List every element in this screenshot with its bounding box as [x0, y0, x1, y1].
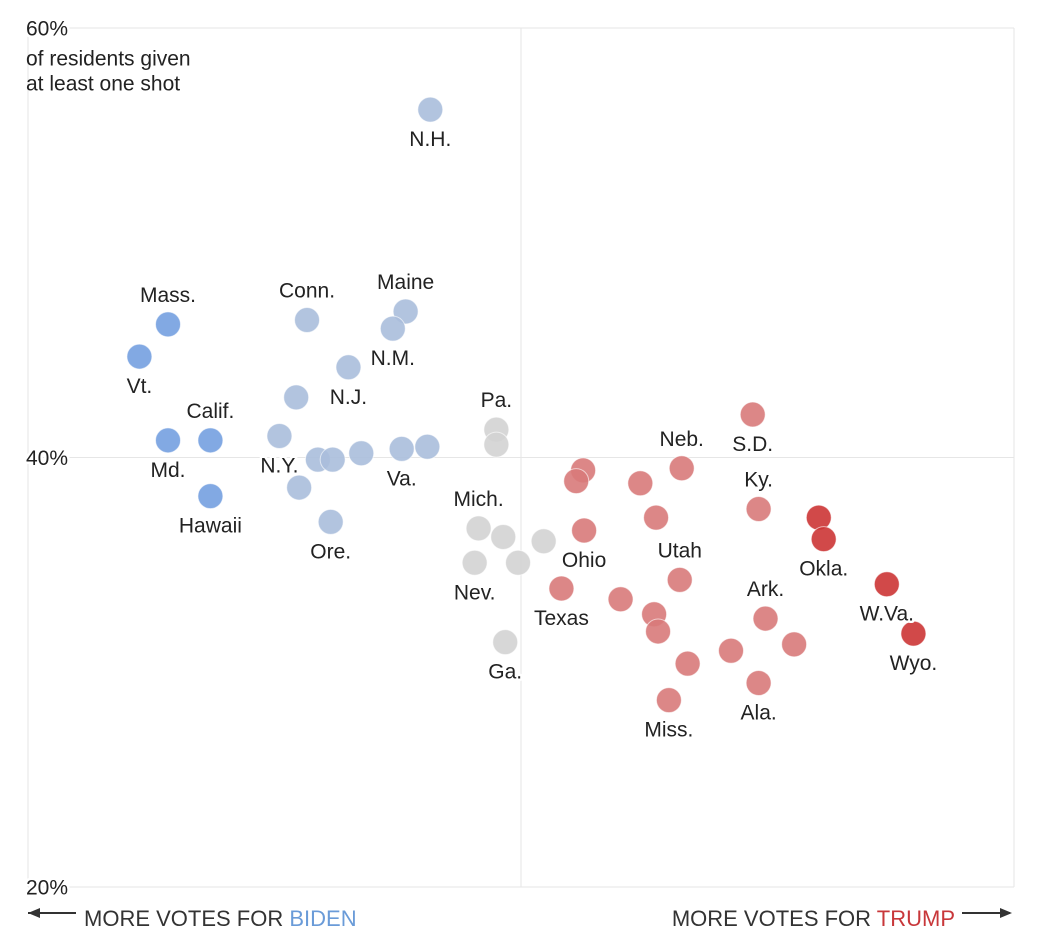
point-label: N.J. — [330, 386, 367, 409]
point-label: Pa. — [481, 389, 513, 412]
x-label-text: MORE VOTES FOR — [84, 906, 283, 931]
point — [805, 504, 832, 531]
point-label: Ark. — [747, 578, 784, 601]
point — [126, 343, 153, 370]
point — [745, 669, 772, 696]
point — [674, 650, 701, 677]
x-label-highlight: BIDEN — [289, 906, 356, 931]
left-arrow-head — [28, 908, 40, 918]
point — [379, 315, 406, 342]
point — [155, 311, 182, 338]
point-label: Md. — [151, 459, 186, 482]
point — [643, 504, 670, 531]
point-label: Va. — [387, 467, 417, 490]
point — [155, 427, 182, 454]
y-tick-label: 40% — [26, 447, 68, 470]
point-label: N.H. — [409, 128, 451, 151]
point — [490, 523, 517, 550]
point — [627, 470, 654, 497]
point — [483, 431, 510, 458]
point-label: Mich. — [454, 488, 504, 511]
point — [752, 605, 779, 632]
point — [655, 687, 682, 714]
point — [645, 618, 672, 645]
point — [388, 435, 415, 462]
point — [348, 440, 375, 467]
x-label-left: MORE VOTES FOR BIDEN — [84, 906, 357, 931]
point — [417, 96, 444, 123]
point-label: Okla. — [799, 558, 848, 581]
y-tick-label: 20% — [26, 877, 68, 900]
point-label: Calif. — [186, 400, 234, 423]
point — [607, 586, 634, 613]
point — [873, 571, 900, 598]
point — [294, 307, 321, 334]
point — [317, 508, 344, 535]
point — [668, 455, 695, 482]
point-label: Hawaii — [179, 515, 242, 538]
x-label-right: MORE VOTES FOR TRUMP — [672, 906, 955, 931]
point — [900, 620, 927, 647]
point-label: Miss. — [644, 719, 693, 742]
point — [563, 468, 590, 495]
point — [571, 517, 598, 544]
point-label: N.Y. — [260, 455, 298, 478]
point — [781, 631, 808, 658]
point-label: Ga. — [488, 661, 522, 684]
point — [197, 427, 224, 454]
point-label: Ohio — [562, 549, 606, 572]
point-label: Conn. — [279, 280, 335, 303]
point — [530, 528, 557, 555]
x-label-highlight: TRUMP — [877, 906, 955, 931]
y-axis-label: of residents given — [26, 48, 191, 71]
point-label: Vt. — [127, 375, 153, 398]
point — [197, 483, 224, 510]
point — [266, 423, 293, 450]
point — [414, 433, 441, 460]
point — [283, 384, 310, 411]
point — [286, 474, 313, 501]
point-label: S.D. — [732, 433, 773, 456]
x-label-text: MORE VOTES FOR — [672, 906, 871, 931]
point — [666, 566, 693, 593]
point-label: Ore. — [310, 540, 351, 563]
point-label: Wyo. — [890, 652, 938, 675]
point — [739, 401, 766, 428]
point-label: Neb. — [660, 428, 704, 451]
point — [548, 575, 575, 602]
y-axis-label: at least one shot — [26, 73, 180, 96]
right-arrow-head — [1000, 908, 1012, 918]
point — [319, 446, 346, 473]
point-label: Ky. — [744, 469, 773, 492]
point-label: Utah — [658, 539, 702, 562]
point — [465, 515, 492, 542]
point-label: Texas — [534, 607, 589, 630]
point — [505, 549, 532, 576]
point — [461, 549, 488, 576]
point — [810, 526, 837, 553]
point-label: Maine — [377, 271, 434, 294]
point-label: Nev. — [454, 581, 496, 604]
point — [745, 496, 772, 523]
y-tick-label: 60% — [26, 18, 68, 41]
point-label: W.Va. — [860, 603, 914, 626]
point — [335, 354, 362, 381]
point-label: Mass. — [140, 284, 196, 307]
point-label: N.M. — [371, 347, 415, 370]
point — [492, 629, 519, 656]
point — [718, 637, 745, 664]
point-label: Ala. — [741, 702, 777, 725]
